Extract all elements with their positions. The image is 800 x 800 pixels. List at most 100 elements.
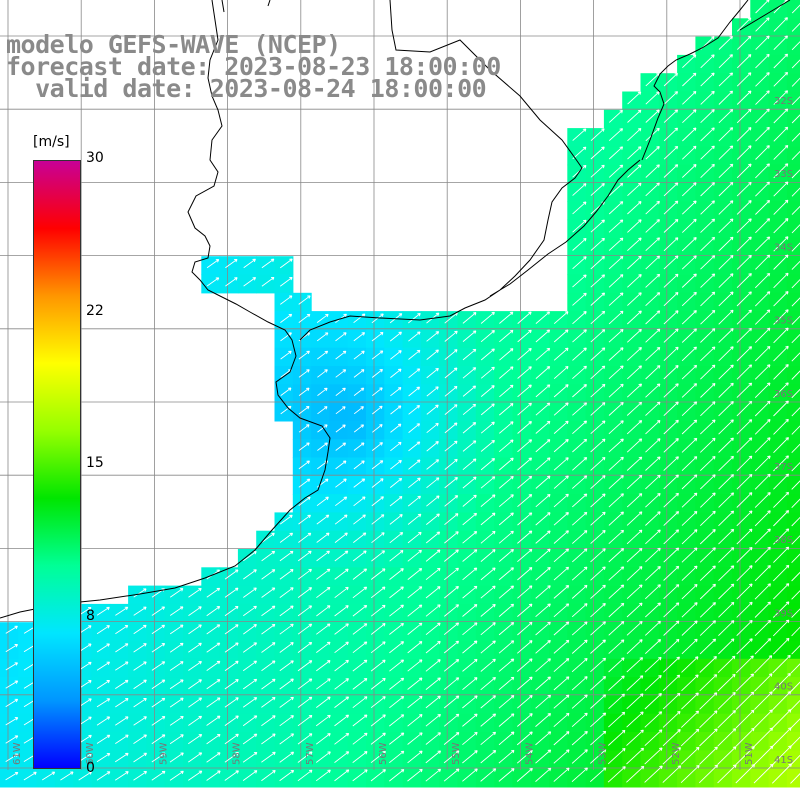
wind-arrow (572, 402, 588, 416)
wind-cell (786, 54, 800, 74)
wind-arrow (553, 621, 570, 636)
wind-arrow (553, 384, 569, 398)
wind-arrow (372, 424, 383, 433)
wind-arrow (261, 258, 275, 269)
wind-arrow (645, 200, 660, 215)
wind-arrow (517, 329, 532, 343)
wind-arrow (462, 585, 478, 599)
wind-arrow (408, 386, 421, 397)
wind-arrow (224, 569, 239, 580)
wind-arrow (607, 766, 626, 783)
wind-arrow (700, 382, 716, 398)
wind-arrow (480, 494, 496, 507)
wind-arrow (371, 496, 384, 507)
wind-arrow (334, 659, 349, 672)
wind-arrow (353, 514, 366, 525)
wind-arrow (736, 510, 753, 527)
wind-arrow (718, 328, 734, 343)
wind-arrow (663, 200, 679, 215)
wind-arrow (443, 713, 460, 727)
wind-arrow (444, 422, 458, 434)
wind-arrow (663, 584, 680, 600)
wind-arrow (717, 746, 737, 765)
wind-arrow (718, 236, 734, 252)
wind-arrow (626, 547, 643, 563)
wind-arrow (334, 514, 348, 525)
wind-arrow (425, 750, 442, 764)
wind-arrow (96, 679, 111, 689)
wind-arrow (663, 182, 679, 197)
wind-arrow (298, 496, 311, 507)
wind-arrow (736, 90, 752, 105)
wind-arrow (444, 604, 460, 617)
wind-arrow (791, 480, 800, 490)
wind-arrow (608, 347, 624, 361)
wind-arrow (370, 586, 386, 599)
wind-arrow (626, 310, 642, 325)
wind-arrow (115, 679, 129, 689)
wind-arrow (681, 200, 697, 215)
wind-arrow (572, 183, 587, 196)
wind-arrow (718, 565, 735, 582)
wind-arrow (389, 714, 405, 727)
wind-arrow (242, 642, 258, 653)
wind-arrow (316, 550, 330, 562)
wind-arrow (571, 676, 588, 691)
wind-arrow (115, 606, 129, 616)
wind-arrow (316, 605, 331, 617)
wind-arrow (644, 639, 662, 655)
wind-arrow (335, 369, 347, 378)
wind-arrow (206, 606, 221, 617)
wind-arrow (681, 419, 698, 435)
wind-arrow (517, 548, 533, 563)
wind-arrow (700, 145, 715, 160)
wind-arrow (572, 329, 587, 343)
wind-arrow (590, 475, 606, 490)
wind-arrow (407, 695, 423, 709)
wind-arrow (608, 456, 624, 471)
wind-arrow (498, 658, 515, 672)
wind-arrow (590, 383, 606, 398)
latitude-label: 38S (774, 535, 793, 546)
wind-arrow (663, 72, 678, 87)
wind-arrow (535, 311, 551, 324)
wind-arrow (700, 255, 716, 270)
wind-arrow (334, 568, 349, 580)
wind-arrow (663, 602, 680, 618)
wind-cell (786, 402, 800, 422)
wind-arrow (114, 752, 129, 763)
wind-arrow (389, 641, 405, 654)
wind-cell (219, 768, 239, 788)
wind-arrow (590, 694, 607, 709)
wind-arrow (371, 331, 384, 342)
wind-arrow (408, 312, 421, 324)
wind-arrow (736, 309, 752, 325)
wind-arrow (590, 712, 607, 728)
wind-arrow (644, 711, 663, 728)
wind-arrow (425, 732, 441, 745)
wind-arrow (663, 145, 679, 160)
wind-cell (439, 439, 459, 459)
wind-cell (402, 768, 422, 788)
wind-arrow (352, 641, 368, 654)
wind-arrow (608, 237, 624, 251)
wind-arrow (755, 254, 771, 270)
wind-arrow (700, 90, 715, 105)
wind-arrow (718, 145, 734, 160)
wind-arrow (571, 712, 588, 728)
wind-arrow (608, 711, 626, 728)
wind-arrow (736, 163, 752, 179)
wind-arrow (188, 752, 203, 763)
wind-arrow (773, 181, 789, 197)
wind-arrow (480, 366, 495, 379)
wind-arrow (334, 732, 350, 745)
wind-arrow (608, 255, 624, 270)
wind-arrow (572, 365, 587, 380)
wind-arrow (754, 691, 773, 710)
wind-arrow (791, 77, 800, 87)
wind-arrow (700, 346, 716, 362)
wind-arrow (772, 709, 792, 729)
wind-arrow (736, 254, 752, 270)
wind-arrow (353, 369, 365, 378)
wind-arrow (169, 588, 184, 598)
